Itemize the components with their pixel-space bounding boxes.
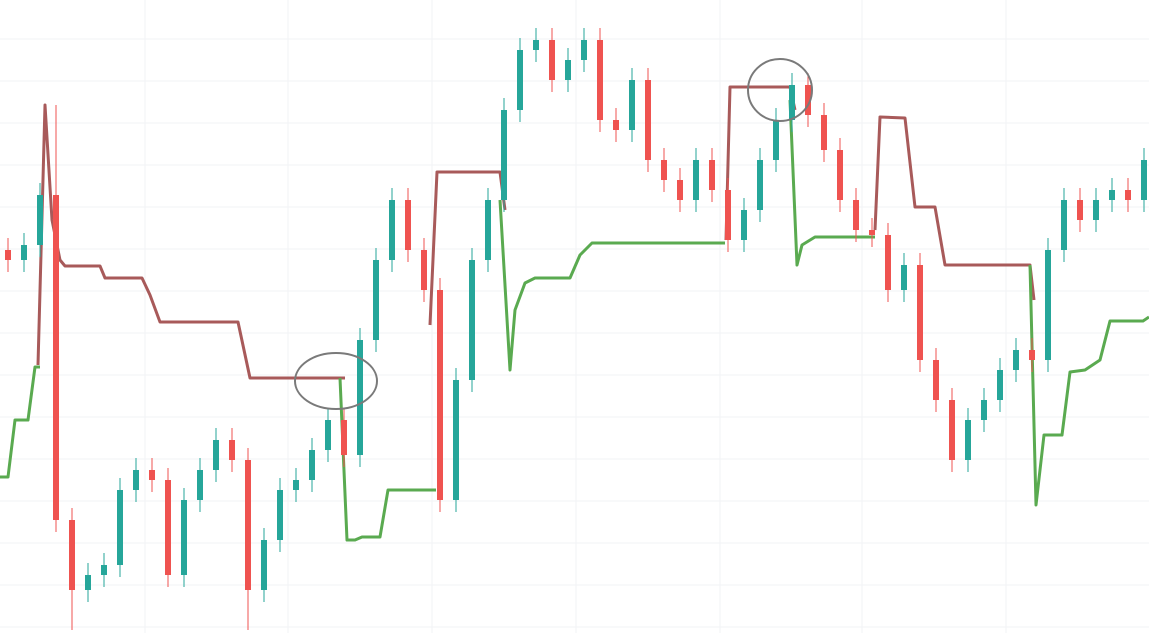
candle-body	[933, 360, 939, 400]
candles	[5, 28, 1147, 630]
candle-body	[389, 200, 395, 260]
level-line	[0, 99, 1149, 542]
candle-body	[309, 450, 315, 480]
candle-body	[5, 250, 11, 260]
candle-body	[677, 180, 683, 200]
candle-body	[581, 40, 587, 60]
candle-body	[853, 200, 859, 230]
candle-body	[37, 195, 43, 245]
candle-body	[549, 40, 555, 80]
candle-body	[709, 160, 715, 190]
candle-body	[1125, 190, 1131, 200]
candle-body	[645, 80, 651, 160]
candle-body	[469, 260, 475, 380]
candle-body	[693, 160, 699, 200]
candle-body	[293, 480, 299, 490]
candle-body	[1029, 350, 1035, 360]
candle-body	[805, 85, 811, 115]
candle-body	[901, 265, 907, 290]
candle-body	[69, 520, 75, 590]
candle-body	[885, 235, 891, 290]
annotation-circle	[747, 58, 813, 122]
candle-body	[277, 490, 283, 540]
candle-body	[1061, 200, 1067, 250]
candle-body	[1077, 200, 1083, 220]
candle-body	[949, 400, 955, 460]
candle-body	[405, 200, 411, 250]
candle-body	[629, 80, 635, 130]
lines	[0, 85, 1149, 542]
candle-body	[485, 200, 491, 260]
candle-body	[341, 420, 347, 455]
candle-body	[181, 500, 187, 575]
candle-body	[821, 115, 827, 150]
candle-body	[229, 440, 235, 460]
candle-body	[613, 120, 619, 130]
candle-body	[437, 290, 443, 500]
candle-body	[757, 160, 763, 210]
candle-body	[85, 575, 91, 590]
candle-body	[53, 195, 59, 520]
candle-body	[21, 245, 27, 260]
candle-body	[917, 265, 923, 360]
candle-body	[517, 50, 523, 110]
candle-body	[661, 160, 667, 180]
candle-body	[773, 120, 779, 160]
candle-body	[325, 420, 331, 450]
candle-body	[165, 480, 171, 575]
candle-body	[501, 110, 507, 200]
candle-body	[725, 190, 731, 240]
candle-body	[981, 400, 987, 420]
candle-body	[453, 380, 459, 500]
candle-body	[965, 420, 971, 460]
candle-body	[837, 150, 843, 200]
candle-body	[1093, 200, 1099, 220]
candle-body	[149, 470, 155, 480]
candle-body	[869, 230, 875, 235]
candle-body	[133, 470, 139, 490]
candle-body	[197, 470, 203, 500]
candle-body	[357, 340, 363, 455]
candle-body	[1013, 350, 1019, 370]
candle-body	[533, 40, 539, 50]
level-line	[36, 85, 1036, 380]
candle-body	[373, 260, 379, 340]
candle-body	[101, 565, 107, 575]
candle-body	[1045, 250, 1051, 360]
candle-body	[421, 250, 427, 290]
candle-body	[597, 40, 603, 120]
candle-body	[1109, 190, 1115, 200]
candle-body	[1141, 160, 1147, 200]
candle-body	[741, 210, 747, 240]
candle-body	[261, 540, 267, 590]
candle-body	[213, 440, 219, 470]
candle-body	[117, 490, 123, 565]
annotation-circle	[294, 352, 378, 410]
candle-body	[997, 370, 1003, 400]
candle-body	[789, 85, 795, 120]
candle-body	[245, 460, 251, 590]
candle-body	[565, 60, 571, 80]
